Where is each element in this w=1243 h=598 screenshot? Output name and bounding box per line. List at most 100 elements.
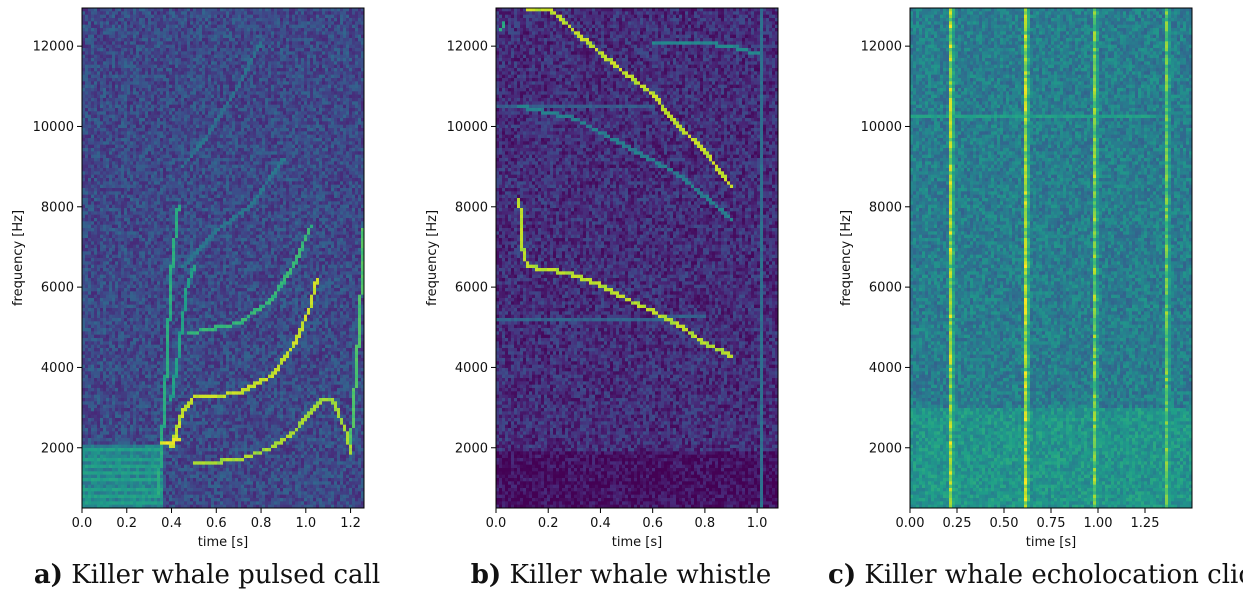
- spectrogram-cell: [247, 11, 251, 16]
- spectrogram-cell: [160, 31, 164, 36]
- spectrogram-cell: [304, 21, 308, 26]
- spectrogram-cell: [295, 104, 299, 109]
- spectrogram-cell: [103, 64, 107, 69]
- spectrogram-cell: [250, 154, 254, 159]
- spectrogram-cell: [226, 154, 230, 159]
- spectrogram-cell: [202, 98, 206, 102]
- spectrogram-cell: [337, 64, 341, 69]
- spectrogram-cell: [166, 171, 170, 176]
- spectrogram-cell: [301, 168, 305, 172]
- spectrogram-cell: [256, 128, 260, 132]
- spectrogram-cell: [313, 108, 317, 112]
- spectrogram-cell: [325, 88, 329, 92]
- spectrogram-cell: [130, 94, 134, 99]
- spectrogram-cell: [133, 61, 137, 66]
- spectrogram-cell: [286, 134, 290, 139]
- spectrogram-cell: [178, 98, 182, 102]
- spectrogram-cell: [358, 44, 362, 49]
- spectrogram-cell: [250, 61, 254, 66]
- spectrogram-cell: [340, 141, 344, 146]
- spectrogram-cell: [127, 128, 131, 132]
- spectrogram-cell: [160, 118, 164, 122]
- spectrogram-cell: [262, 51, 266, 56]
- spectrogram-cell: [232, 91, 236, 96]
- spectrogram-cell: [271, 14, 275, 19]
- spectrogram-cell: [88, 31, 92, 36]
- spectrogram-cell: [193, 11, 197, 16]
- spectrogram-cell: [226, 161, 230, 166]
- spectrogram-cell: [148, 14, 152, 19]
- spectrogram-cell: [199, 138, 203, 142]
- spectrogram-cell: [94, 174, 98, 179]
- spectrogram-cell: [151, 98, 155, 102]
- spectrogram-cell: [283, 11, 287, 16]
- spectrogram-cell: [229, 128, 233, 132]
- spectrogram-cell: [106, 74, 110, 79]
- spectrogram-cell: [184, 68, 188, 72]
- spectrogram-cell: [241, 8, 245, 12]
- spectrogram-cell: [199, 91, 203, 96]
- spectrogram-cell: [88, 8, 92, 12]
- spectrogram-cell: [250, 41, 254, 46]
- spectrogram-cell: [232, 8, 236, 12]
- spectrogram-cell: [97, 108, 101, 112]
- spectrogram-cell: [265, 121, 269, 126]
- spectrogram-cell: [199, 101, 203, 106]
- spectrogram-cell: [100, 154, 104, 159]
- spectrogram-cell: [193, 174, 197, 179]
- spectrogram-cell: [145, 24, 149, 29]
- spectrogram-cell: [91, 91, 95, 96]
- spectrogram-cell: [307, 48, 311, 52]
- spectrogram-cell: [277, 48, 281, 52]
- spectrogram-cell: [265, 144, 269, 149]
- spectrogram-cell: [346, 121, 350, 126]
- spectrogram-cell: [193, 141, 197, 146]
- spectrogram-cell: [124, 54, 128, 59]
- spectrogram-cell: [121, 94, 125, 99]
- spectrogram-cell: [304, 71, 308, 76]
- spectrogram-cell: [298, 168, 302, 172]
- spectrogram-cell: [247, 121, 251, 126]
- spectrogram-cell: [247, 118, 251, 122]
- spectrogram-cell: [349, 124, 353, 129]
- spectrogram-cell: [355, 151, 359, 156]
- spectrogram-cell: [304, 91, 308, 96]
- spectrogram-cell: [262, 91, 266, 96]
- spectrogram-cell: [205, 98, 209, 102]
- spectrogram-cell: [247, 101, 251, 106]
- spectrogram-cell: [358, 24, 362, 29]
- spectrogram-cell: [85, 171, 89, 176]
- spectrogram-cell: [328, 71, 332, 76]
- spectrogram-cell: [322, 158, 326, 162]
- spectrogram-cell: [103, 28, 107, 32]
- spectrogram-cell: [271, 21, 275, 26]
- spectrogram-cell: [340, 51, 344, 56]
- spectrogram-cell: [247, 84, 251, 89]
- spectrogram-cell: [316, 118, 320, 122]
- spectrogram-cell: [280, 101, 284, 106]
- spectrogram-cell: [169, 51, 173, 56]
- spectrogram-cell: [181, 141, 185, 146]
- spectrogram-cell: [262, 14, 266, 19]
- spectrogram-cell: [175, 138, 179, 142]
- spectrogram-cell: [358, 138, 362, 142]
- spectrogram-cell: [175, 124, 179, 129]
- spectrogram-cell: [304, 154, 308, 159]
- spectrogram-cell: [127, 51, 131, 56]
- spectrogram-cell: [274, 51, 278, 56]
- spectrogram-cell: [211, 138, 215, 142]
- spectrogram-cell: [169, 148, 173, 152]
- spectrogram-cell: [253, 64, 257, 69]
- spectrogram-cell: [166, 141, 170, 146]
- spectrogram-cell: [109, 144, 113, 149]
- spectrogram-cell: [232, 158, 236, 162]
- spectrogram-cell: [109, 31, 113, 36]
- spectrogram-cell: [190, 41, 194, 46]
- spectrogram-cell: [301, 128, 305, 132]
- spectrogram-cell: [328, 178, 332, 182]
- spectrogram-cell: [106, 114, 110, 119]
- spectrogram-cell: [211, 44, 215, 49]
- spectrogram-cell: [331, 88, 335, 92]
- spectrogram-cell: [292, 98, 296, 102]
- spectrogram-cell: [103, 131, 107, 136]
